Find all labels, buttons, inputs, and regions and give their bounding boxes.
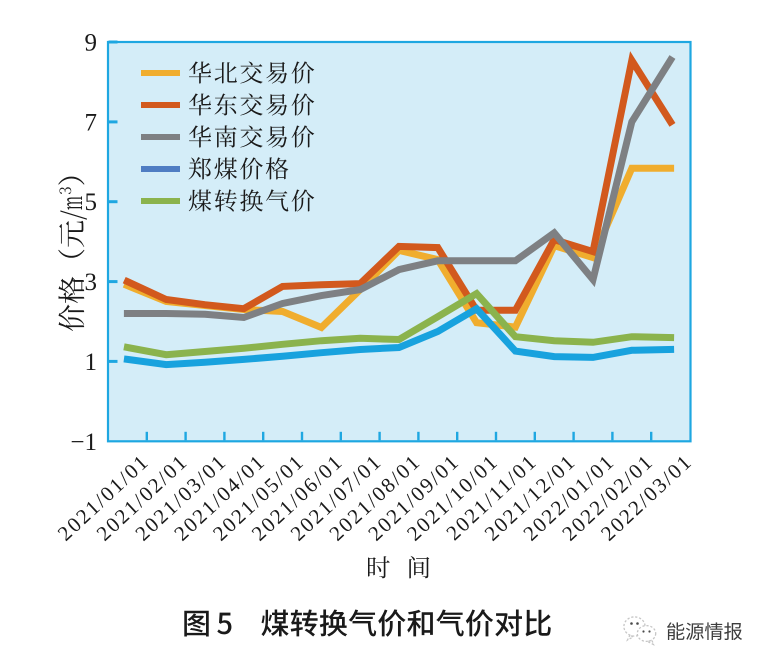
svg-text:7: 7 [85, 109, 98, 136]
svg-text:1: 1 [85, 349, 98, 376]
svg-text:3: 3 [85, 269, 98, 296]
svg-text:9: 9 [85, 30, 98, 57]
svg-text:5: 5 [85, 189, 98, 216]
svg-text:−1: −1 [70, 429, 97, 456]
